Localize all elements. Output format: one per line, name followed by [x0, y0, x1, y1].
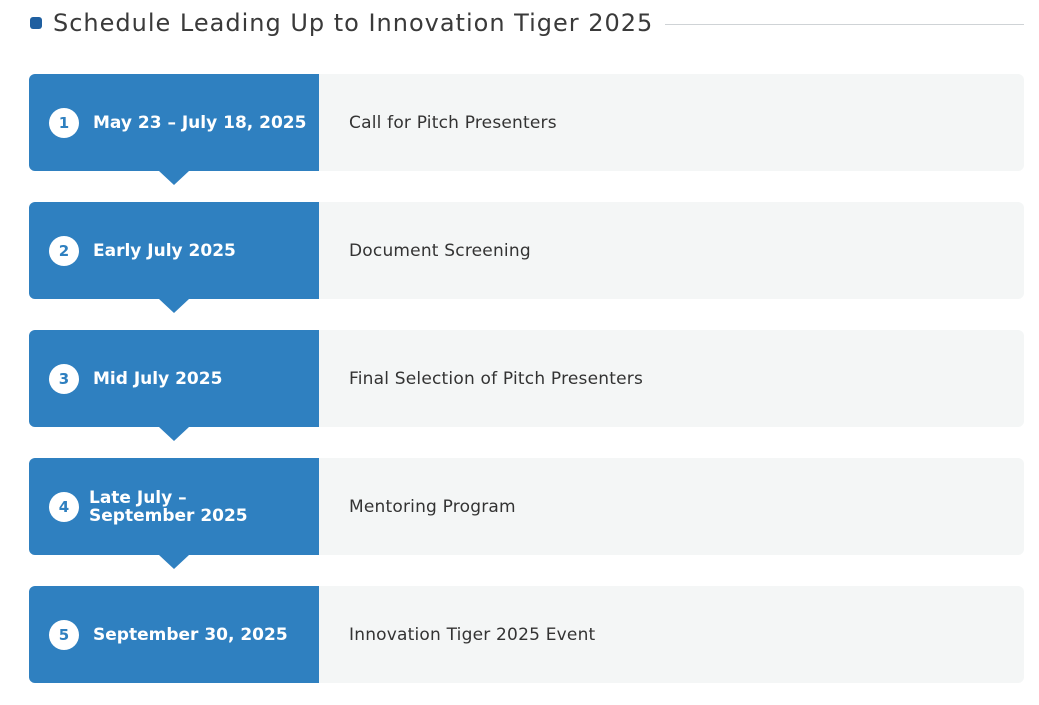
step-number-badge: 2 [49, 235, 79, 266]
step-number-badge: 5 [49, 619, 79, 650]
timeline-step-1: 1 May 23 – July 18, 2025 Call for Pitch … [29, 74, 1024, 185]
step-date: Late July – September 2025 [89, 487, 248, 526]
schedule-timeline: 1 May 23 – July 18, 2025 Call for Pitch … [29, 74, 1024, 683]
heading-bullet-icon [30, 17, 42, 29]
step-description-panel: Document Screening [319, 202, 1024, 299]
page-title: Schedule Leading Up to Innovation Tiger … [53, 9, 654, 37]
step-date-panel: 1 May 23 – July 18, 2025 [29, 74, 319, 185]
step-date: Early July 2025 [93, 240, 236, 261]
timeline-step-3: 3 Mid July 2025 Final Selection of Pitch… [29, 330, 1024, 441]
step-description: Document Screening [349, 240, 531, 261]
step-date-panel: 3 Mid July 2025 [29, 330, 319, 441]
step-date: September 30, 2025 [93, 624, 288, 645]
step-description-panel: Mentoring Program [319, 458, 1024, 555]
section-heading: Schedule Leading Up to Innovation Tiger … [30, 6, 1024, 40]
step-description-panel: Call for Pitch Presenters [319, 74, 1024, 171]
step-description: Final Selection of Pitch Presenters [349, 368, 643, 389]
step-number-badge: 1 [49, 107, 79, 138]
step-description-panel: Innovation Tiger 2025 Event [319, 586, 1024, 683]
step-description: Innovation Tiger 2025 Event [349, 624, 596, 645]
step-description-panel: Final Selection of Pitch Presenters [319, 330, 1024, 427]
step-number-badge: 3 [49, 363, 79, 394]
timeline-step-2: 2 Early July 2025 Document Screening [29, 202, 1024, 313]
step-date: Mid July 2025 [93, 368, 223, 389]
step-date-panel: 2 Early July 2025 [29, 202, 319, 313]
step-date: May 23 – July 18, 2025 [93, 112, 307, 133]
step-date-panel: 4 Late July – September 2025 [29, 458, 319, 569]
step-date-panel: 5 September 30, 2025 [29, 586, 319, 683]
step-description: Call for Pitch Presenters [349, 112, 557, 133]
timeline-step-5: 5 September 30, 2025 Innovation Tiger 20… [29, 586, 1024, 683]
timeline-step-4: 4 Late July – September 2025 Mentoring P… [29, 458, 1024, 569]
step-description: Mentoring Program [349, 496, 516, 517]
step-number-badge: 4 [49, 491, 79, 522]
heading-divider [665, 23, 1024, 25]
